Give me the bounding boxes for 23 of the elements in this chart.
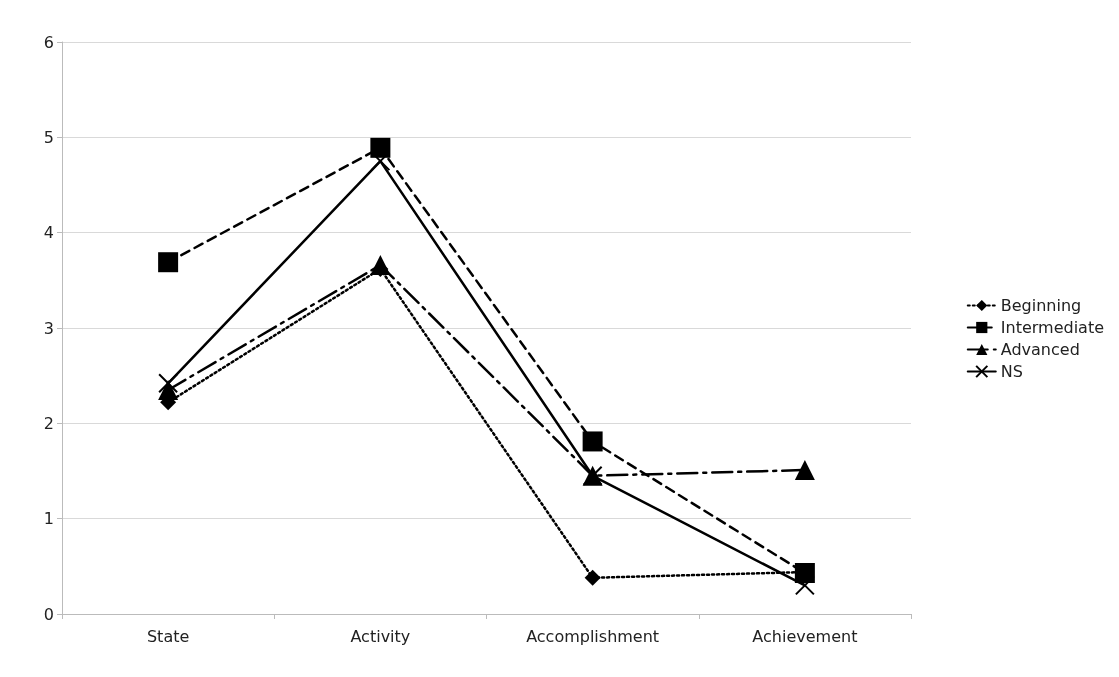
point <box>584 569 601 586</box>
x-tick-label: Accomplishment <box>526 626 660 646</box>
point <box>370 255 391 276</box>
point <box>370 137 391 158</box>
y-tick-label: 4 <box>43 223 54 243</box>
y-tick-label: 3 <box>43 318 54 338</box>
legend-label: NS <box>1000 362 1023 381</box>
point <box>794 575 815 596</box>
y-tick-label: 0 <box>43 604 54 624</box>
y-tick-label: 6 <box>43 32 54 52</box>
legend-label: Advanced <box>1000 340 1080 359</box>
x-tick-label: Activity <box>350 626 411 646</box>
x-tick-label: Achievement <box>752 626 858 646</box>
point <box>158 252 179 273</box>
point <box>582 431 603 452</box>
x-tick-label: State <box>146 626 190 646</box>
point <box>158 373 179 394</box>
point <box>794 460 815 481</box>
y-tick-label: 1 <box>43 509 54 529</box>
y-tick-label: 2 <box>43 413 54 433</box>
y-tick-label: 5 <box>43 127 54 147</box>
legend-label: Beginning <box>1000 296 1082 315</box>
legend-label: Intermediate <box>1000 318 1105 337</box>
